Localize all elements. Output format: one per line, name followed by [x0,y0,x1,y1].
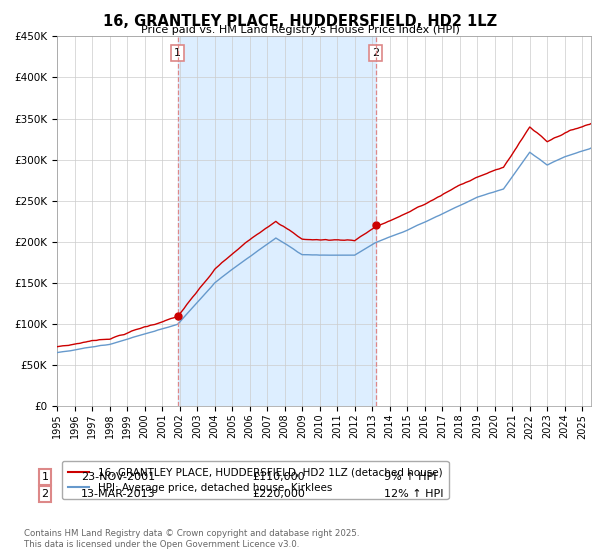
Text: 13-MAR-2013: 13-MAR-2013 [81,489,155,499]
Bar [178,36,376,406]
Text: 1: 1 [41,472,49,482]
Text: £220,000: £220,000 [252,489,305,499]
Text: 16, GRANTLEY PLACE, HUDDERSFIELD, HD2 1LZ: 16, GRANTLEY PLACE, HUDDERSFIELD, HD2 1L… [103,14,497,29]
Text: 12% ↑ HPI: 12% ↑ HPI [384,489,443,499]
Text: Contains HM Land Registry data © Crown copyright and database right 2025.
This d: Contains HM Land Registry data © Crown c… [24,529,359,549]
Text: Price paid vs. HM Land Registry's House Price Index (HPI): Price paid vs. HM Land Registry's House … [140,25,460,35]
Text: 9% ↑ HPI: 9% ↑ HPI [384,472,437,482]
Text: 2: 2 [372,48,379,58]
Legend: 16, GRANTLEY PLACE, HUDDERSFIELD, HD2 1LZ (detached house), HPI: Average price, : 16, GRANTLEY PLACE, HUDDERSFIELD, HD2 1L… [62,461,449,499]
Text: 1: 1 [175,48,181,58]
Text: £110,000: £110,000 [252,472,305,482]
Text: 23-NOV-2001: 23-NOV-2001 [81,472,155,482]
Text: 2: 2 [41,489,49,499]
